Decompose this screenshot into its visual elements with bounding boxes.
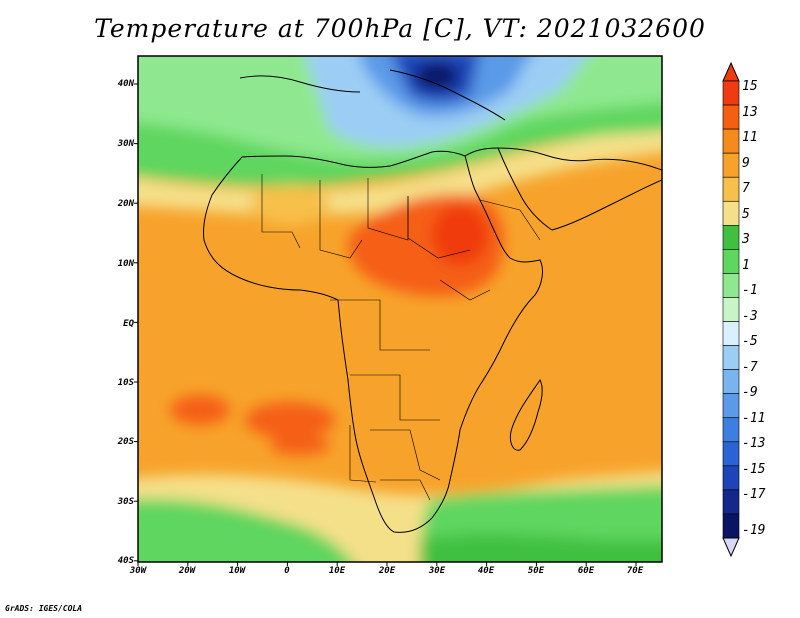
lat-label: 10N [117,259,134,269]
colorbar-swatch [722,273,740,298]
lon-label: 30E [428,566,446,576]
lon-label: 20E [378,566,396,576]
colorbar-swatch [722,152,740,178]
lat-label: 10S [117,378,134,388]
colorbar-swatch [722,393,740,419]
lat-label: 30N [117,139,134,149]
colorbar-swatch [722,249,740,274]
lon-label: 40E [477,566,495,576]
temperature-field [138,56,662,562]
colorbar-label: -7 [742,360,758,375]
grads-credit: GrADS: IGES/COLA [5,604,83,613]
colorbar-label: 9 [742,156,750,171]
colorbar-label: -11 [742,411,766,426]
lon-label: 10E [328,566,346,576]
colorbar-label: 7 [742,181,750,196]
lon-label: 0 [284,566,290,576]
lon-label: 10W [228,566,246,576]
colorbar [722,61,740,558]
lat-label: 20N [117,199,134,209]
colorbar-swatch [722,369,740,394]
lon-label: 30W [129,566,147,576]
colorbar-swatch [722,489,740,515]
colorbar-swatch [722,104,740,130]
colorbar-swatch [722,128,740,154]
colorbar-label: 3 [742,232,750,247]
colorbar-swatch [722,200,740,226]
country-borders [261,174,541,501]
lat-label: 40S [117,556,134,566]
lat-label: 40N [117,79,134,89]
colorbar-swatch [722,225,740,250]
lon-label: 60E [577,566,595,576]
colorbar-swatch [722,417,740,443]
coastlines [203,69,662,533]
colorbar-label: 15 [742,79,758,94]
colorbar-label: -1 [742,283,758,298]
colorbar-label: -15 [742,462,766,477]
colorbar-swatch [722,465,740,491]
colorbar-label: 11 [742,130,758,145]
lon-label: 20W [178,566,196,576]
colorbar-swatch [722,176,740,202]
colorbar-label: -13 [742,436,766,451]
lon-label: 50E [527,566,545,576]
lat-label: 30S [117,497,134,507]
map-frame [137,55,663,563]
colorbar-top-triangle [722,61,740,82]
colorbar-label: -3 [742,309,758,324]
map-title: Temperature at 700hPa [C], VT: 202103260… [94,14,706,43]
colorbar-label: 13 [742,105,758,120]
colorbar-swatch [722,297,740,322]
lon-label: 70E [626,566,644,576]
colorbar-swatch [722,80,740,106]
colorbar-label: -19 [742,523,766,538]
colorbar-swatch [722,345,740,370]
colorbar-label: 5 [742,207,750,222]
colorbar-swatch [722,441,740,467]
colorbar-label: -9 [742,385,758,400]
lat-label: EQ [123,319,134,329]
colorbar-label: -17 [742,487,766,502]
colorbar-label: -5 [742,334,758,349]
colorbar-swatch [722,513,740,539]
colorbar-swatch [722,321,740,346]
lat-label: 20S [117,437,134,447]
colorbar-label: 1 [742,258,750,273]
colorbar-bottom-triangle [722,537,740,558]
